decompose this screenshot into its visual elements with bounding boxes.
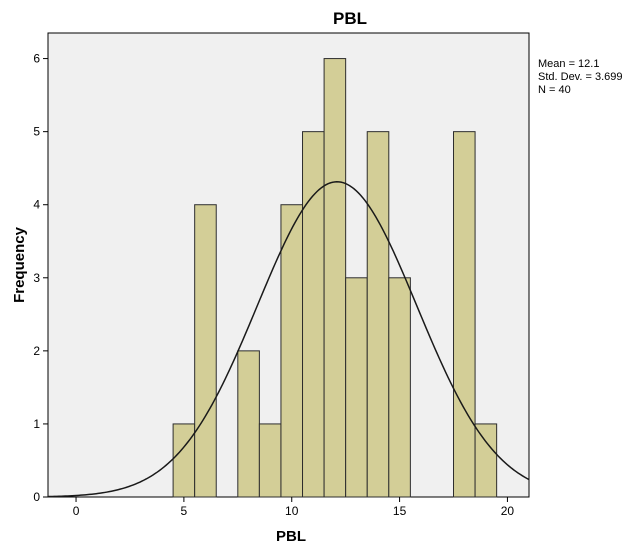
stats-box: Mean = 12.1 Std. Dev. = 3.699 N = 40	[538, 58, 623, 96]
axes-layer: 0 5 10 15 20 0 1 2 3 4 5 6	[33, 52, 514, 518]
y-tick-label: 1	[33, 417, 40, 431]
x-tick-label: 15	[393, 504, 407, 518]
y-tick-label: 6	[33, 52, 40, 66]
chart-title: PBL	[333, 9, 367, 28]
stats-n: N = 40	[538, 84, 571, 96]
x-tick-label: 0	[73, 504, 80, 518]
histogram-bar	[194, 204, 217, 498]
x-axis-label: PBL	[276, 528, 306, 545]
y-tick-label: 3	[33, 271, 40, 285]
x-tick-label: 20	[501, 504, 515, 518]
histogram-bar	[237, 350, 260, 498]
normal-curve	[47, 181, 530, 498]
histogram-bar	[366, 131, 390, 498]
x-tick-label: 5	[181, 504, 188, 518]
y-tick-label: 5	[33, 125, 40, 139]
histogram-bar	[323, 58, 347, 498]
histogram-bar	[172, 423, 196, 498]
histogram-bar	[345, 277, 368, 498]
stats-std-dev: Std. Dev. = 3.699	[538, 71, 623, 83]
histogram-bar	[258, 423, 282, 498]
histogram-bar	[474, 423, 498, 498]
stats-mean: Mean = 12.1	[538, 58, 599, 70]
y-tick-label: 0	[33, 490, 40, 504]
histogram-bar	[453, 131, 476, 498]
bars-layer	[172, 58, 498, 498]
y-tick-label: 4	[33, 198, 40, 212]
x-tick-label: 10	[285, 504, 299, 518]
histogram-bar	[302, 131, 325, 498]
y-axis-label: Frequency	[11, 226, 28, 303]
histogram-bar	[280, 204, 304, 498]
y-tick-label: 2	[33, 344, 40, 358]
histogram-bar	[388, 277, 411, 498]
